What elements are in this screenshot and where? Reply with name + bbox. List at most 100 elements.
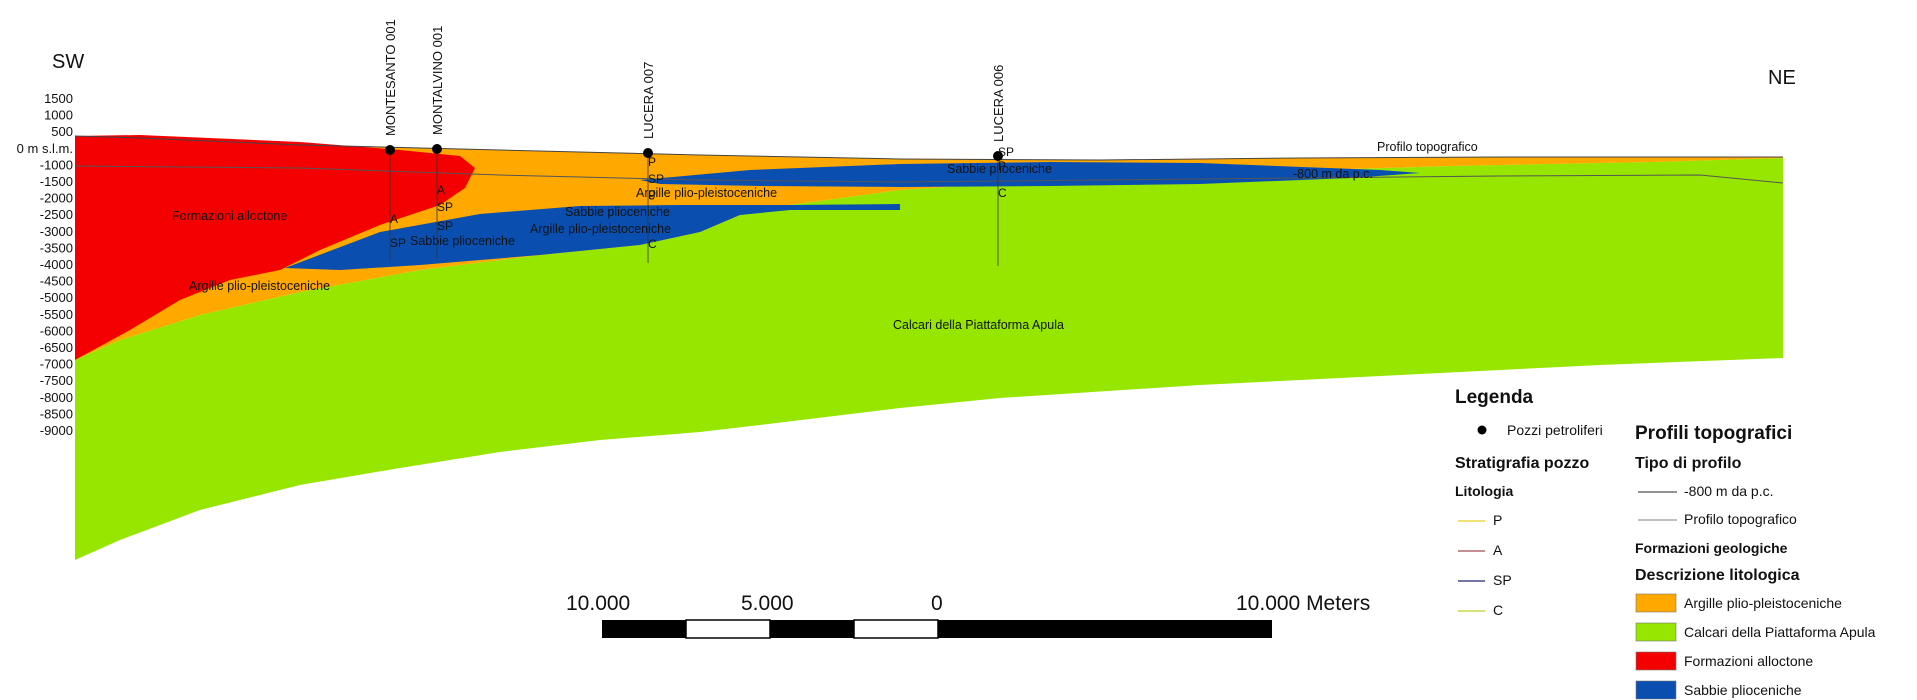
legend-tipo-list: -800 m da p.c. Profilo topografico xyxy=(1638,483,1797,527)
scale-tick-zero: 0 xyxy=(931,592,943,615)
well-dot-icon xyxy=(432,144,442,154)
depth-tick-label: -4000 xyxy=(40,257,73,272)
depth-tick-label: -1500 xyxy=(40,174,73,189)
label-sabbie-right: Sabbie plioceniche xyxy=(947,162,1052,176)
well-strat-code: SP xyxy=(437,200,453,214)
depth-tick-label: -6500 xyxy=(40,340,73,355)
well-strat-code: P xyxy=(648,188,656,202)
depth-tick-label: -3000 xyxy=(40,224,73,239)
orientation-sw-label: SW xyxy=(52,51,84,73)
scale-tick-left: 10.000 xyxy=(566,592,630,615)
unit-sabbie-lower xyxy=(285,204,900,270)
well-strat-code: SP xyxy=(437,219,453,233)
legend-swatch-icon xyxy=(1635,680,1677,700)
well-dot-icon xyxy=(993,151,1003,161)
unit-argille xyxy=(75,136,1783,360)
legend-litologia-item: SP xyxy=(1493,572,1512,588)
depth-tick-label: -5000 xyxy=(40,290,73,305)
depth-tick-label: 500 xyxy=(51,124,73,139)
label-argille-mid: Argille plio-pleistoceniche xyxy=(530,222,671,236)
legend-swatch-icon xyxy=(1635,593,1677,613)
well-name-label: LUCERA 006 xyxy=(991,65,1006,142)
line-profilo-topografico xyxy=(74,135,1783,161)
well-strat-code: C xyxy=(998,186,1007,200)
unit-sabbie-upper xyxy=(640,162,1420,187)
well-strat-code: C xyxy=(648,237,657,251)
legend-tipo-item: Profilo topografico xyxy=(1684,511,1797,527)
depth-tick-label: 1500 xyxy=(44,91,73,106)
depth-tick-label: -6000 xyxy=(40,323,73,338)
legend: Legenda Pozzi petroliferi Stratigrafia p… xyxy=(1455,387,1876,700)
legend-wells-item: Pozzi petroliferi xyxy=(1507,422,1603,438)
label-sabbie-mid: Sabbie plioceniche xyxy=(565,205,670,219)
depth-tick-label: 1000 xyxy=(44,108,73,123)
unit-calcari xyxy=(75,158,1783,560)
label-calcari: Calcari della Piattaforma Apula xyxy=(893,318,1064,332)
legend-formazioni-title: Formazioni geologiche xyxy=(1635,540,1788,556)
depth-tick-label: -5500 xyxy=(40,307,73,322)
depth-tick-label: -8500 xyxy=(40,406,73,421)
depth-tick-label: -1000 xyxy=(40,157,73,172)
label-argille-left: Argille plio-pleistoceniche xyxy=(189,279,330,293)
legend-descrizione-item: Calcari della Piattaforma Apula xyxy=(1684,624,1876,640)
legend-swatch-icon xyxy=(1635,622,1677,642)
well-strat-code: A xyxy=(437,183,445,197)
well-name-label: LUCERA 007 xyxy=(641,62,656,139)
line-minus800 xyxy=(74,165,1784,184)
depth-tick-label: -2500 xyxy=(40,207,73,222)
label-minus800: -800 m da p.c. xyxy=(1293,167,1373,181)
legend-tipo-title: Tipo di profilo xyxy=(1635,455,1742,472)
label-profilo-topografico: Profilo topografico xyxy=(1377,140,1478,154)
orientation-ne-label: NE xyxy=(1768,67,1796,89)
well-strat-code: P xyxy=(998,159,1006,173)
depth-tick-label: -3500 xyxy=(40,240,73,255)
depth-tick-label: 0 m s.l.m. xyxy=(17,141,73,156)
wells: MONTESANTO 001 A SP MONTALVINO 001 A SP SP LUCE… xyxy=(383,19,1014,266)
legend-profili-title: Profili topografici xyxy=(1635,423,1792,444)
legend-well-dot-icon xyxy=(1477,425,1487,435)
legend-descrizione-list: Argille plio-pleistoceniche Calcari della… xyxy=(1635,593,1876,700)
label-sabbie-left: Sabbie plioceniche xyxy=(410,234,515,248)
legend-descrizione-item: Formazioni alloctone xyxy=(1684,653,1813,669)
scale-seg-2 xyxy=(685,619,771,639)
label-formazioni-alloctone: Formazioni alloctone xyxy=(172,209,287,223)
legend-descrizione-item: Sabbie plioceniche xyxy=(1684,682,1802,698)
legend-descrizione-title: Descrizione litologica xyxy=(1635,567,1800,584)
legend-litologia-item: C xyxy=(1493,602,1503,618)
label-argille-upper: Argille plio-pleistoceniche xyxy=(636,186,777,200)
depth-tick-label: -8000 xyxy=(40,390,73,405)
geological-units xyxy=(75,135,1783,560)
legend-tipo-item: -800 m da p.c. xyxy=(1684,483,1774,499)
well-strat-code: SP xyxy=(390,236,406,250)
depth-tick-label: -7500 xyxy=(40,373,73,388)
scale-tick-mid: 5.000 xyxy=(741,592,794,615)
legend-swatch-icon xyxy=(1635,651,1677,671)
well-strat-code: A xyxy=(390,212,398,226)
well-dot-icon xyxy=(643,148,653,158)
scale-seg-3 xyxy=(770,620,854,638)
scale-seg-5 xyxy=(938,620,1272,638)
depth-tick-label: -4500 xyxy=(40,274,73,289)
well-strat-code: SP xyxy=(648,172,664,186)
depth-tick-label: -9000 xyxy=(40,423,73,438)
well-strat-code: SP xyxy=(998,145,1014,159)
unit-alloctone xyxy=(75,135,475,360)
well-name-label: MONTALVINO 001 xyxy=(430,26,445,135)
legend-litologia-item: A xyxy=(1493,542,1503,558)
scale-seg-4 xyxy=(853,619,939,639)
well-dot-icon xyxy=(385,145,395,155)
well-name-label: MONTESANTO 001 xyxy=(383,19,398,136)
legend-strat-title: Stratigrafia pozzo xyxy=(1455,455,1589,472)
legend-litologia-list: PA SP C xyxy=(1458,512,1512,618)
legend-descrizione-item: Argille plio-pleistoceniche xyxy=(1684,595,1842,611)
legend-litologia-item: P xyxy=(1493,512,1502,528)
legend-title: Legenda xyxy=(1455,387,1534,408)
scale-bar: 10.000 5.000 0 10.000 Meters xyxy=(566,592,1370,639)
depth-tick-label: -7000 xyxy=(40,357,73,372)
well-strat-code: P xyxy=(648,155,656,169)
scale-seg-1 xyxy=(602,620,686,638)
depth-tick-label: -2000 xyxy=(40,191,73,206)
legend-litologia-title: Litologia xyxy=(1455,483,1514,499)
